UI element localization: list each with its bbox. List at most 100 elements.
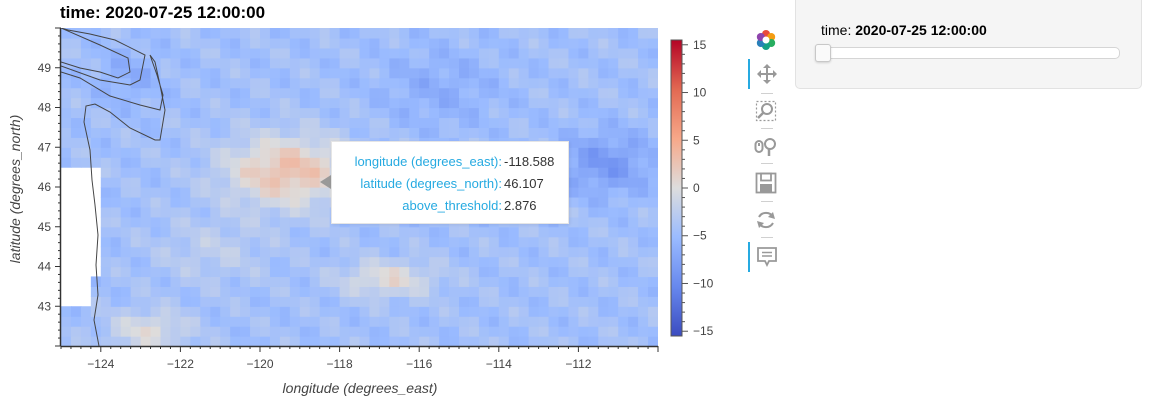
- heatmap-cell[interactable]: [339, 286, 351, 297]
- heatmap-cell[interactable]: [598, 157, 609, 168]
- heatmap-cell[interactable]: [399, 236, 410, 248]
- heatmap-cell[interactable]: [120, 57, 132, 69]
- heatmap-cell[interactable]: [419, 47, 430, 59]
- heatmap-cell[interactable]: [240, 266, 251, 278]
- heatmap-cell[interactable]: [478, 87, 490, 99]
- heatmap-cell[interactable]: [250, 226, 261, 238]
- heatmap-cell[interactable]: [289, 97, 301, 109]
- heatmap-cell[interactable]: [528, 296, 540, 307]
- heatmap-cell[interactable]: [618, 47, 629, 59]
- heatmap-cell[interactable]: [250, 306, 261, 317]
- heatmap-cell[interactable]: [528, 306, 540, 317]
- heatmap-cell[interactable]: [230, 316, 241, 327]
- heatmap-cell[interactable]: [90, 117, 102, 128]
- heatmap-cell[interactable]: [240, 117, 251, 128]
- heatmap-cell[interactable]: [538, 256, 550, 268]
- heatmap-cell[interactable]: [648, 177, 659, 188]
- heatmap-cell[interactable]: [260, 196, 271, 208]
- heatmap-cell[interactable]: [498, 107, 510, 119]
- heatmap-cell[interactable]: [170, 266, 181, 278]
- heatmap-cell[interactable]: [120, 97, 132, 109]
- heatmap-cell[interactable]: [638, 137, 649, 148]
- heatmap-cell[interactable]: [329, 77, 341, 89]
- heatmap-cell[interactable]: [220, 67, 231, 79]
- heatmap-cell[interactable]: [478, 127, 490, 138]
- heatmap-cell[interactable]: [558, 296, 570, 307]
- heatmap-cell[interactable]: [359, 226, 371, 238]
- heatmap-cell[interactable]: [260, 187, 271, 198]
- heatmap-cell[interactable]: [130, 187, 142, 198]
- heatmap-cell[interactable]: [110, 117, 122, 128]
- heatmap-cell[interactable]: [608, 206, 619, 218]
- heatmap-cell[interactable]: [389, 256, 400, 268]
- heatmap-cell[interactable]: [498, 266, 510, 278]
- heatmap-cell[interactable]: [429, 326, 440, 337]
- heatmap-cell[interactable]: [439, 37, 450, 49]
- heatmap-cell[interactable]: [419, 77, 430, 89]
- heatmap-cell[interactable]: [269, 276, 281, 287]
- heatmap-cell[interactable]: [250, 256, 261, 268]
- heatmap-cell[interactable]: [439, 87, 450, 99]
- heatmap-cell[interactable]: [568, 246, 579, 258]
- heatmap-cell[interactable]: [648, 137, 659, 148]
- heatmap-cell[interactable]: [429, 107, 440, 119]
- heatmap-cell[interactable]: [379, 326, 390, 337]
- heatmap-cell[interactable]: [130, 157, 142, 168]
- heatmap-cell[interactable]: [528, 256, 540, 268]
- heatmap-cell[interactable]: [379, 226, 390, 238]
- heatmap-cell[interactable]: [279, 326, 291, 337]
- heatmap-cell[interactable]: [608, 67, 619, 79]
- heatmap-cell[interactable]: [608, 216, 619, 228]
- heatmap-cell[interactable]: [309, 236, 321, 248]
- heatmap-cell[interactable]: [140, 296, 152, 307]
- heatmap-cell[interactable]: [429, 226, 440, 238]
- heatmap-cell[interactable]: [299, 177, 311, 188]
- heatmap-cell[interactable]: [110, 167, 122, 178]
- heatmap-cell[interactable]: [349, 326, 361, 337]
- heatmap-cell[interactable]: [528, 127, 540, 138]
- heatmap-cell[interactable]: [319, 236, 331, 248]
- heatmap-cell[interactable]: [359, 256, 371, 268]
- heatmap-cell[interactable]: [538, 316, 550, 327]
- heatmap-cell[interactable]: [608, 246, 619, 258]
- heatmap-cell[interactable]: [419, 97, 430, 109]
- heatmap-cell[interactable]: [628, 37, 639, 49]
- heatmap-cell[interactable]: [120, 107, 132, 119]
- heatmap-cell[interactable]: [190, 286, 201, 297]
- heatmap-cell[interactable]: [459, 236, 470, 248]
- heatmap-cell[interactable]: [180, 77, 191, 89]
- heatmap-cell[interactable]: [369, 296, 380, 307]
- heatmap-cell[interactable]: [449, 97, 460, 109]
- heatmap-cell[interactable]: [80, 316, 92, 327]
- heatmap-cell[interactable]: [210, 306, 221, 317]
- heatmap-cell[interactable]: [120, 226, 132, 238]
- heatmap-cell[interactable]: [100, 67, 112, 79]
- heatmap-cell[interactable]: [180, 37, 191, 49]
- heatmap-cell[interactable]: [180, 47, 191, 59]
- heatmap-cell[interactable]: [130, 137, 142, 148]
- heatmap-cell[interactable]: [558, 226, 570, 238]
- heatmap-cell[interactable]: [628, 276, 639, 287]
- heatmap-cell[interactable]: [250, 276, 261, 287]
- heatmap-cell[interactable]: [409, 107, 420, 119]
- heatmap-cell[interactable]: [548, 276, 560, 287]
- heatmap-cell[interactable]: [100, 137, 112, 148]
- heatmap-cell[interactable]: [389, 87, 400, 99]
- heatmap-cell[interactable]: [319, 206, 331, 218]
- heatmap-cell[interactable]: [61, 306, 72, 317]
- heatmap-cell[interactable]: [618, 127, 629, 138]
- heatmap-cell[interactable]: [299, 97, 311, 109]
- heatmap-cell[interactable]: [210, 87, 221, 99]
- heatmap-cell[interactable]: [379, 47, 390, 59]
- heatmap-cell[interactable]: [150, 216, 162, 228]
- heatmap-cell[interactable]: [319, 196, 331, 208]
- heatmap-cell[interactable]: [279, 206, 291, 218]
- heatmap-cell[interactable]: [459, 28, 470, 39]
- heatmap-cell[interactable]: [210, 157, 221, 168]
- heatmap-cell[interactable]: [379, 107, 390, 119]
- heatmap-cell[interactable]: [279, 226, 291, 238]
- heatmap-cell[interactable]: [200, 286, 211, 297]
- heatmap-cell[interactable]: [269, 57, 281, 69]
- heatmap-cell[interactable]: [130, 326, 142, 337]
- heatmap-cell[interactable]: [578, 137, 589, 148]
